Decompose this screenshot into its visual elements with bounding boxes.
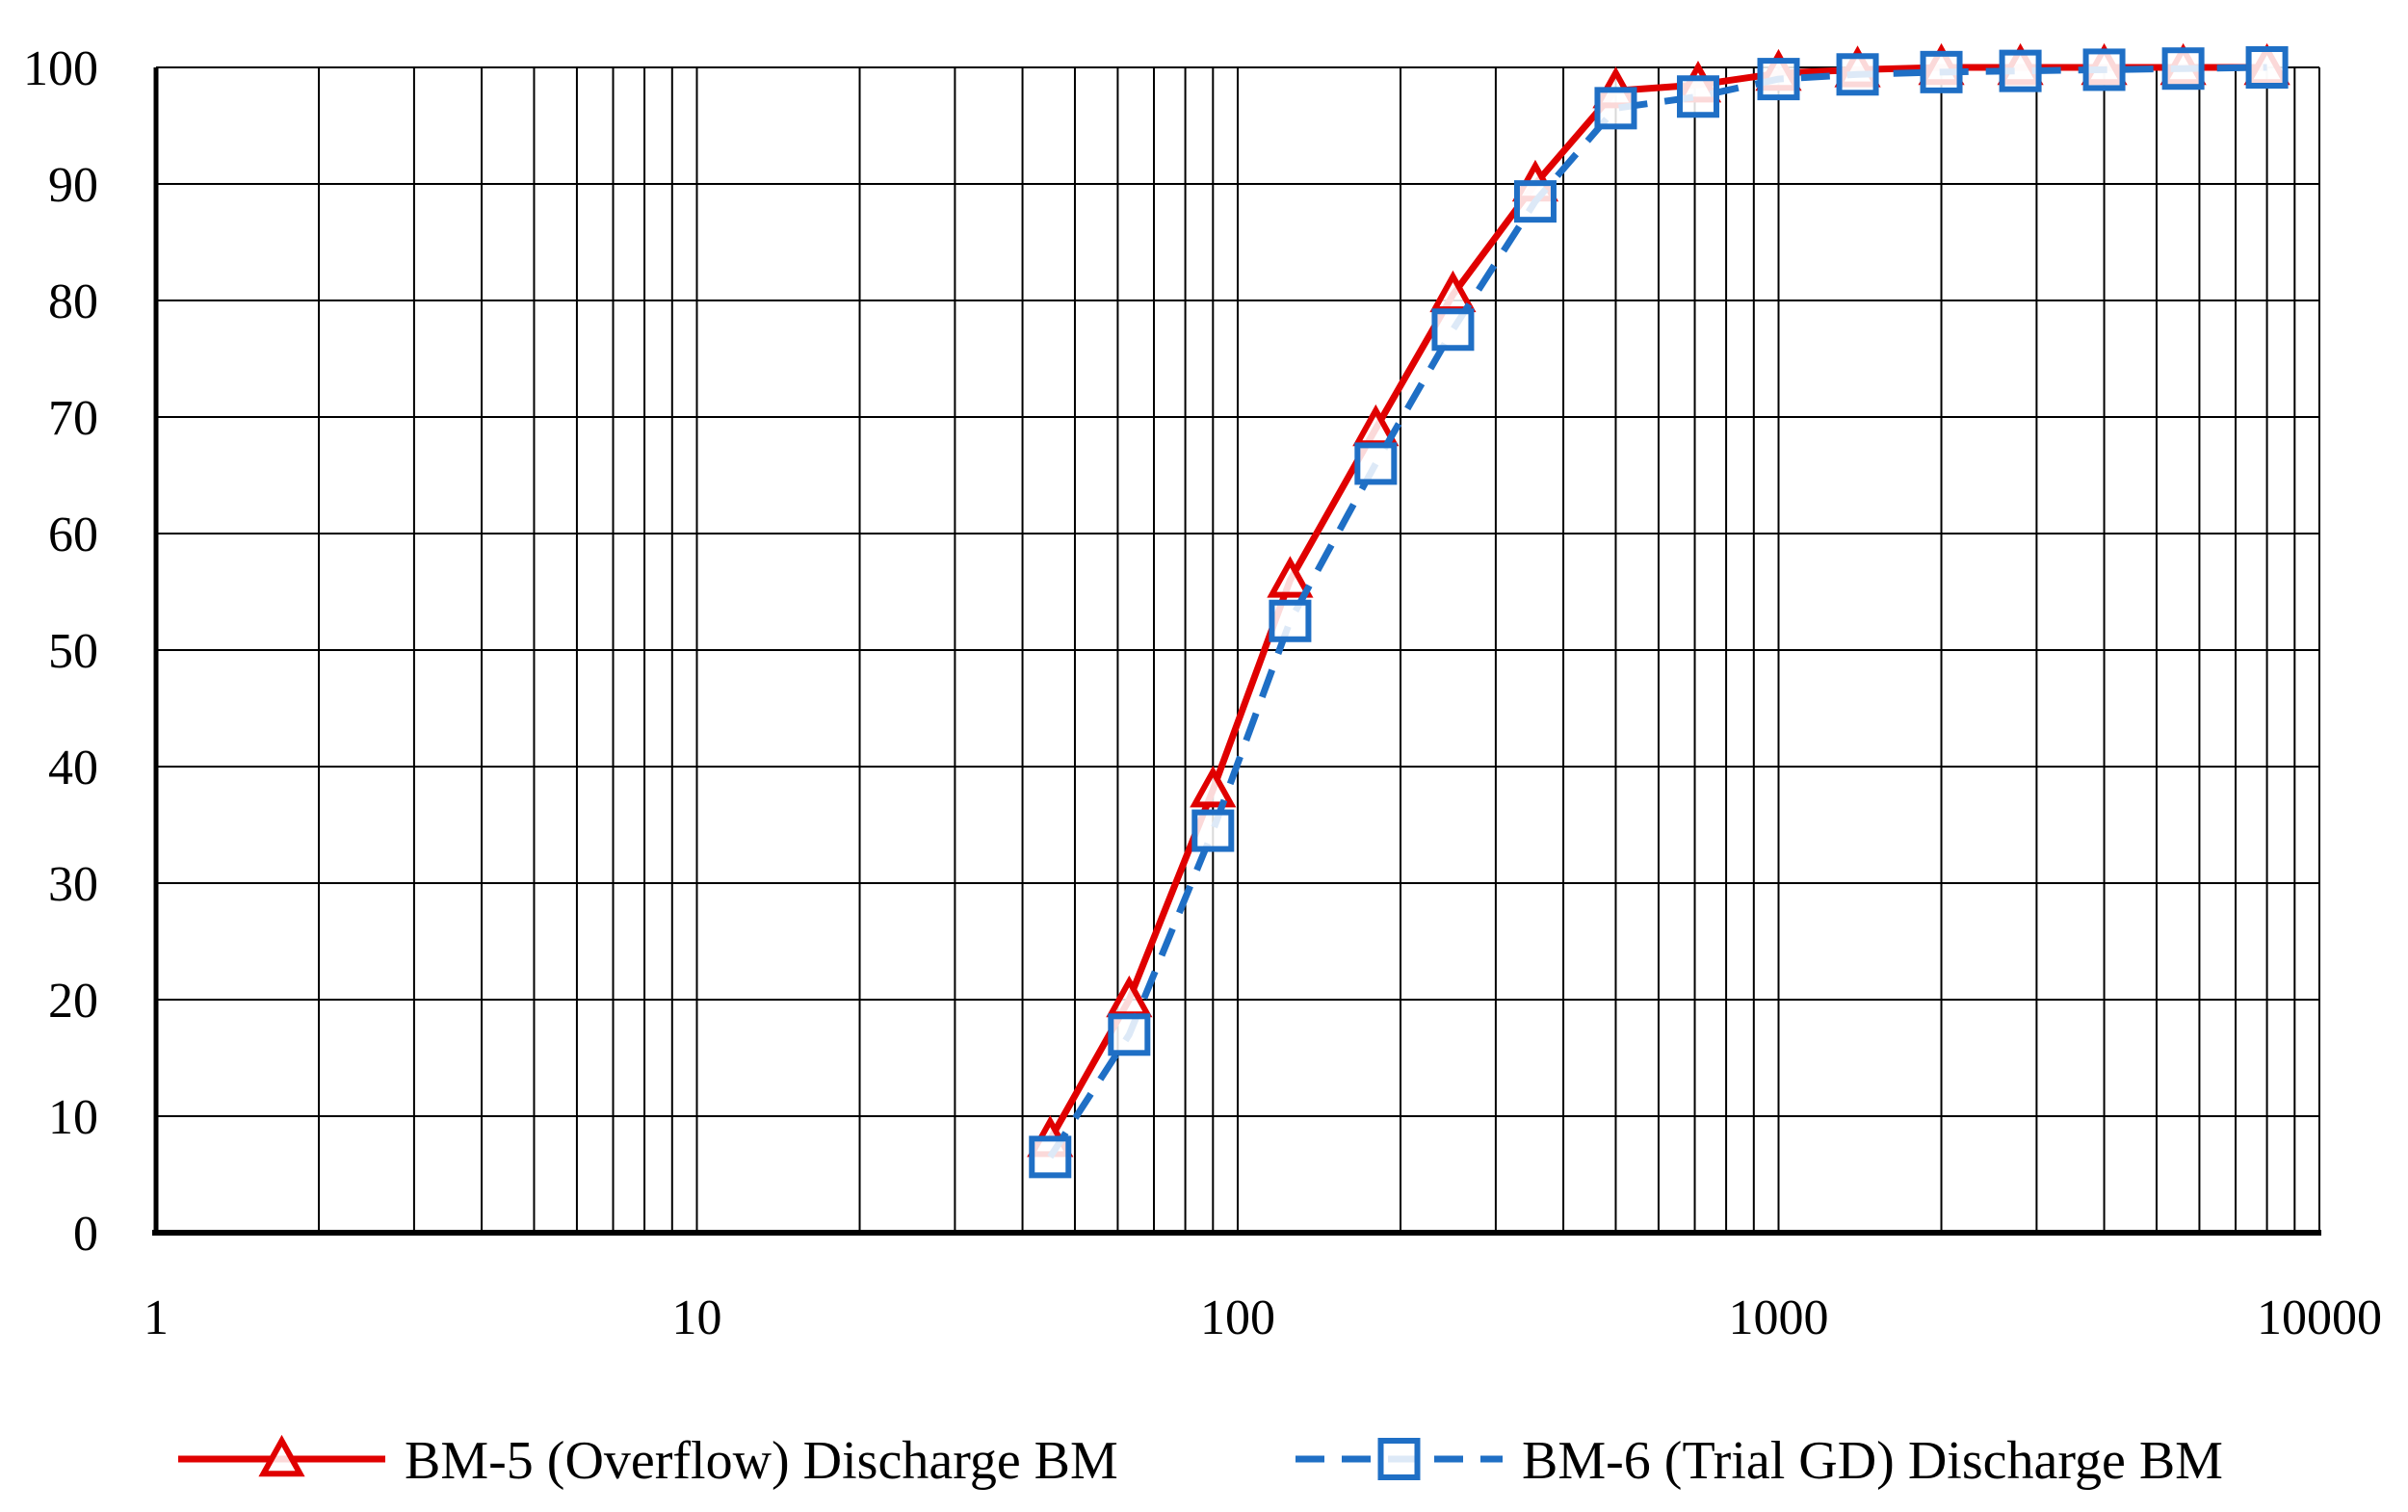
data-point: [1920, 50, 1963, 93]
legend-label: BM-5 (Overflow) Discharge BM: [405, 1431, 1118, 1491]
y-tick-label: 50: [48, 624, 98, 679]
data-point: [1108, 1013, 1151, 1056]
x-tick-label: 1: [144, 1290, 169, 1345]
data-point: [1836, 53, 1879, 96]
axes: [152, 67, 2321, 1236]
x-tick-label: 100: [1200, 1290, 1275, 1345]
legend-item: BM-5 (Overflow) Discharge BM: [178, 1431, 1118, 1491]
data-point: [2082, 48, 2126, 91]
x-tick-label: 10: [672, 1290, 722, 1345]
x-tick-label: 10000: [2257, 1290, 2382, 1345]
y-tick-label: 0: [73, 1207, 98, 1262]
data-point: [1757, 58, 1800, 101]
data-point: [1029, 1135, 1072, 1179]
y-tick-label: 10: [48, 1090, 98, 1145]
data-point: [1594, 87, 1637, 130]
legend-marker: [258, 1434, 305, 1477]
data-point: [1191, 809, 1235, 852]
y-tick-labels: 0 10 20 30 40 50 60 70 80 90 100: [23, 41, 98, 1262]
y-tick-label: 80: [48, 274, 98, 329]
y-tick-label: 60: [48, 508, 98, 562]
grid-lines: [156, 66, 2320, 1233]
series-2: [1029, 46, 2289, 1179]
series-layer: [1027, 42, 2290, 1179]
y-tick-label: 90: [48, 158, 98, 213]
data-point: [1513, 180, 1557, 223]
data-point: [1190, 766, 1237, 808]
series-line: [1047, 64, 2267, 1160]
y-tick-label: 20: [48, 974, 98, 1029]
legend-item: BM-6 (Trial GD) Discharge BM: [1296, 1431, 2223, 1491]
x-tick-labels: 1 10 100 1000 10000: [144, 1290, 2382, 1345]
data-point: [1269, 599, 1312, 642]
data-point: [1267, 556, 1314, 598]
y-tick-label: 70: [48, 391, 98, 446]
y-tick-label: 40: [48, 741, 98, 795]
y-tick-label: 100: [23, 41, 98, 96]
y-tick-label: 30: [48, 857, 98, 912]
data-point: [2161, 47, 2205, 91]
legend: BM-5 (Overflow) Discharge BM BM-6 (Trial …: [178, 1431, 2223, 1491]
data-point: [1354, 442, 1398, 485]
data-point: [2245, 46, 2289, 89]
legend-marker: [1377, 1438, 1421, 1480]
data-point: [1999, 49, 2042, 92]
series-line: [1047, 64, 2267, 1141]
data-point: [1676, 75, 1719, 118]
data-point: [1431, 308, 1475, 352]
data-point: [1106, 975, 1153, 1018]
x-tick-label: 1000: [1729, 1290, 1829, 1345]
legend-label: BM-6 (Trial GD) Discharge BM: [1522, 1431, 2223, 1491]
